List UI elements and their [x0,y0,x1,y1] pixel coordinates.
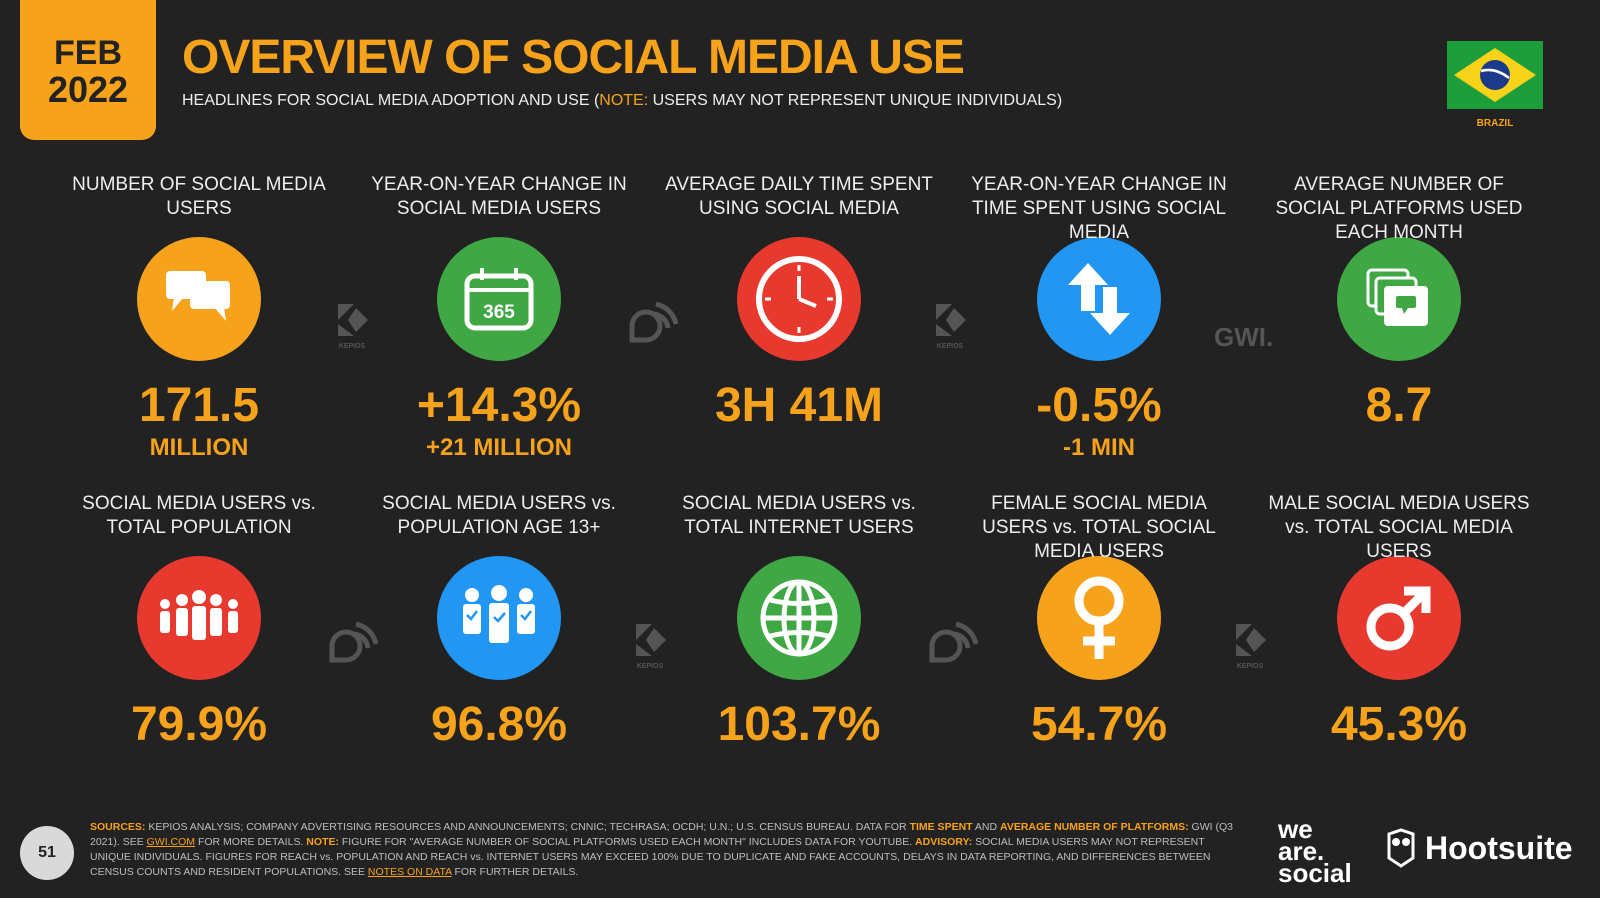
stat-card-daily-time: AVERAGE DAILY TIME SPENT USING SOCIAL ME… [659,173,939,433]
stat-value: 3H 41M [714,379,884,432]
stat-label: MALE SOCIAL MEDIA USERS vs. TOTAL SOCIAL… [1268,493,1530,562]
date-badge: FEB 2022 [20,0,156,140]
datareportal-icon [629,301,679,343]
up-down-arrows-icon [1037,237,1161,361]
kepios-logo: KEPIOS [630,622,670,670]
advisory-label: ADVISORY: [915,836,973,848]
globe-icon [737,556,861,680]
stat-label: AVERAGE DAILY TIME SPENT USING SOCIAL ME… [665,174,933,219]
footer-text: FOR MORE DETAILS. [195,836,307,848]
kepios-icon [1236,624,1266,656]
calendar-text: 365 [483,302,515,323]
subtitle-pre: HEADLINES FOR SOCIAL MEDIA ADOPTION AND … [182,92,600,109]
calendar-365-icon: 365 [437,237,561,361]
kepios-text: KEPIOS [636,663,664,670]
date-month: FEB [54,34,122,72]
stat-card-female: FEMALE SOCIAL MEDIA USERS vs. TOTAL SOCI… [959,492,1239,752]
stat-value: 171.5 [138,379,260,432]
footer-sources: SOURCES: KEPIOS ANALYSIS; COMPANY ADVERT… [90,820,1240,880]
stat-label: SOCIAL MEDIA USERS vs. POPULATION AGE 13… [382,493,616,538]
country-label: BRAZIL [1476,118,1514,129]
stat-sub: -1 MIN [1063,434,1135,461]
kepios-logo: KEPIOS [1230,622,1270,670]
stat-card-vs-internet: SOCIAL MEDIA USERS vs. TOTAL INTERNET US… [659,492,939,752]
stat-card-vs-13plus: SOCIAL MEDIA USERS vs. POPULATION AGE 13… [359,492,639,752]
stat-value: 96.8% [430,698,568,751]
page-number: 51 [20,826,74,880]
sources-label: SOURCES: [90,821,146,833]
speech-bubbles-icon [137,237,261,361]
footer-highlight: AVERAGE NUMBER OF PLATFORMS: [1000,821,1189,833]
footer-text: KEPIOS ANALYSIS; COMPANY ADVERTISING RES… [145,821,910,833]
kepios-icon [338,304,368,336]
owl-icon [1387,828,1415,868]
stat-card-yoy-time: YEAR-ON-YEAR CHANGE IN TIME SPENT USING … [959,173,1239,463]
stat-value: 45.3% [1330,698,1468,751]
page-title: OVERVIEW OF SOCIAL MEDIA USE [182,31,965,84]
stacked-screens-icon [1337,237,1461,361]
stat-label: YEAR-ON-YEAR CHANGE IN SOCIAL MEDIA USER… [371,174,627,219]
footer-text: SOCIAL MEDIA USERS MAY NOT REPRESENT UNI… [90,836,1211,878]
people-checked-icon [437,556,561,680]
male-symbol-icon [1337,556,1461,680]
brazil-flag-icon [1447,41,1543,109]
stat-sub: MILLION [149,434,249,461]
note-label: NOTE: [306,836,339,848]
hootsuite-logo: Hootsuite [1385,828,1573,868]
stat-label: AVERAGE NUMBER OF SOCIAL PLATFORMS USED … [1275,174,1523,243]
stat-label: SOCIAL MEDIA USERS vs. TOTAL POPULATION [82,493,316,538]
stat-value: 8.7 [1365,379,1433,432]
stat-value: -0.5% [1036,379,1162,432]
people-group-icon [137,556,261,680]
kepios-icon [636,624,666,656]
kepios-text: KEPIOS [338,343,366,350]
notes-on-data-link[interactable]: NOTES ON DATA [367,866,452,878]
kepios-text: KEPIOS [936,343,964,350]
stat-value: 103.7% [717,698,881,751]
kepios-logo: KEPIOS [930,302,970,350]
stat-card-social-media-users: NUMBER OF SOCIAL MEDIA USERS 171.5 MILLI… [59,173,339,463]
we-are-social-logo: we are. social [1278,814,1352,888]
clock-icon [737,237,861,361]
subtitle-note: NOTE: [599,92,649,109]
gwi-logo: GWI. [1214,322,1274,352]
stat-label: FEMALE SOCIAL MEDIA USERS vs. TOTAL SOCI… [982,493,1216,562]
brand-line: we [1278,814,1313,844]
datareportal-icon [329,621,379,663]
date-year: 2022 [47,69,129,110]
stat-label: YEAR-ON-YEAR CHANGE IN TIME SPENT USING … [971,174,1227,243]
datareportal-icon [929,621,979,663]
hootsuite-text: Hootsuite [1425,829,1573,866]
stat-card-male: MALE SOCIAL MEDIA USERS vs. TOTAL SOCIAL… [1259,492,1539,752]
page-subtitle: HEADLINES FOR SOCIAL MEDIA ADOPTION AND … [182,92,1062,110]
kepios-logo: KEPIOS [332,302,372,350]
stat-card-yoy-users: YEAR-ON-YEAR CHANGE IN SOCIAL MEDIA USER… [359,173,639,463]
footer-text: GWI (Q3 2021). SEE [90,821,1233,848]
datareportal-logo [328,621,379,675]
stat-value: 54.7% [1030,698,1168,751]
kepios-text: KEPIOS [1236,663,1264,670]
footer-text: FIGURE FOR "AVERAGE NUMBER OF SOCIAL PLA… [338,836,916,848]
brand-line: social [1278,858,1352,888]
footer-text: FOR FURTHER DETAILS. [451,866,579,878]
stat-value: +14.3% [416,379,582,432]
footer-text: AND [972,821,1001,833]
stat-sub: +21 MILLION [425,434,573,461]
footer-highlight: TIME SPENT [909,821,973,833]
stat-value: 79.9% [130,698,268,751]
datareportal-logo [628,301,679,355]
datareportal-logo [928,621,979,675]
gwi-link[interactable]: GWI.COM [146,836,196,848]
brand-line: are. [1278,836,1325,866]
stat-card-vs-population: SOCIAL MEDIA USERS vs. TOTAL POPULATION … [59,492,339,752]
stat-card-platforms: AVERAGE NUMBER OF SOCIAL PLATFORMS USED … [1259,173,1539,433]
stat-label: NUMBER OF SOCIAL MEDIA USERS [72,174,326,219]
female-symbol-icon [1037,556,1161,680]
stat-label: SOCIAL MEDIA USERS vs. TOTAL INTERNET US… [682,493,916,538]
subtitle-post: USERS MAY NOT REPRESENT UNIQUE INDIVIDUA… [648,92,1063,109]
kepios-icon [936,304,966,336]
